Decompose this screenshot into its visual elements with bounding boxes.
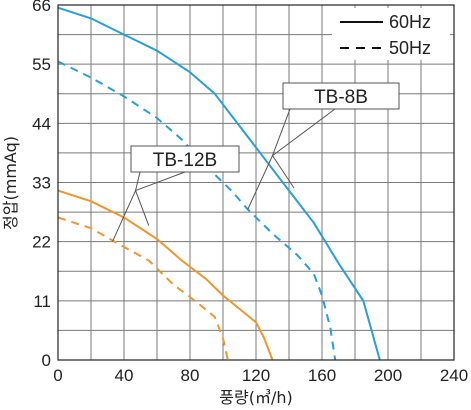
series-line-tb-12b-50hz [57,216,229,361]
x-tick-label: 40 [115,366,134,385]
x-tick-label: 120 [242,366,270,385]
callout-leader-tb-8b-a [272,108,291,156]
callout-box-tb-8b [282,82,400,110]
x-tick-label: 240 [440,366,468,385]
callout-leader-tb-8b-c [272,155,295,189]
callout-leader-tb-12b-a [135,171,186,192]
y-tick-label: 11 [33,292,51,311]
y-tick-label: 22 [32,233,51,252]
callout-leader-tb-12b-b [135,171,141,191]
x-axis-label: 풍량(㎥/h) [219,388,292,407]
x-tick-label: 160 [308,366,336,385]
legend-label-50hz: 50Hz [389,38,431,58]
y-tick-label: 66 [32,0,51,15]
y-tick-label: 33 [32,174,51,193]
callout-label-tb-8b: TB-8B [314,87,368,108]
plot-frame [57,4,455,361]
y-axis-label: 정압(mmAq) [1,136,20,230]
x-tick-label: 80 [181,366,200,385]
callout-leader-tb-8b-b [272,108,336,157]
callout-leader-tb-8b-d [247,155,273,210]
y-tick-label: 55 [32,55,51,74]
callout-leader-tb-12b-c [135,190,150,226]
callout-box-tb-12b [130,145,240,173]
series-line-tb-8b-50hz [57,60,337,361]
y-tick-label: 0 [42,351,51,370]
tick-layer: 0 40 80 120 160 200 240 0 11 22 33 44 55 66 [32,0,468,385]
callout-tb-8b: TB-8B [247,82,400,210]
callout-label-tb-12b: TB-12B [153,150,217,171]
callout-tb-12b: TB-12B [111,145,240,242]
legend-box [332,8,450,60]
series-line-tb-12b-60hz [57,189,274,361]
y-tick-label: 44 [32,114,51,133]
series-layer [57,6,381,361]
callout-layer: TB-8B TB-12B [111,82,400,242]
legend: 60Hz 50Hz [332,8,450,60]
x-tick-label: 0 [53,366,62,385]
x-tick-label: 200 [374,366,402,385]
legend-label-60hz: 60Hz [389,12,431,32]
callout-leader-tb-12b-d [111,190,137,242]
series-line-tb-8b-60hz [57,6,381,361]
